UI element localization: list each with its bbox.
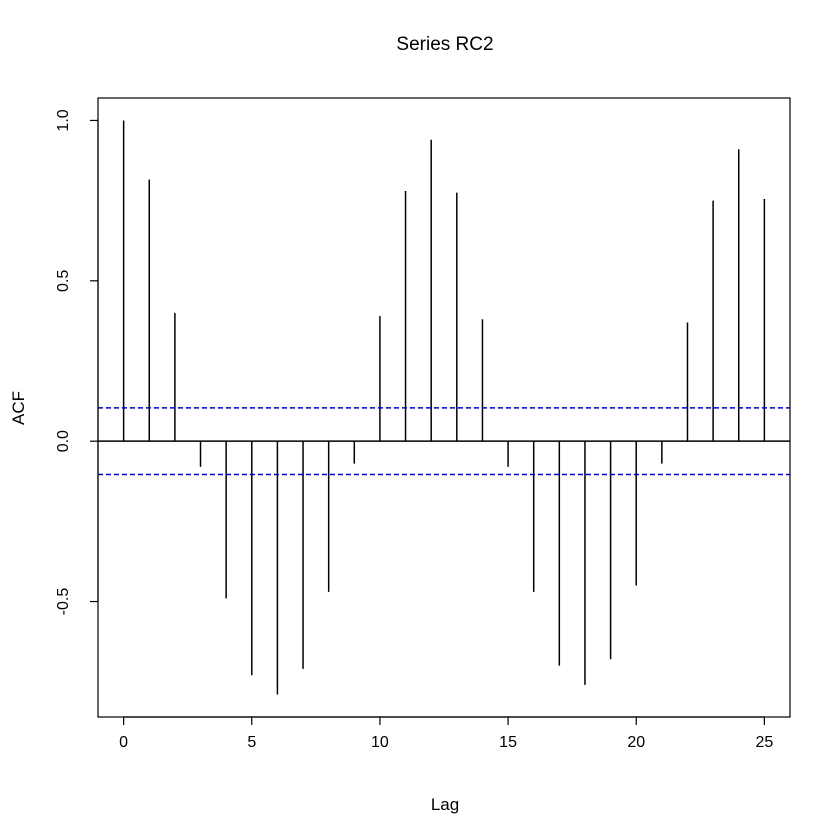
x-tick-label: 15: [499, 734, 517, 751]
chart-title: Series RC2: [396, 34, 493, 55]
y-tick-label: -0.5: [55, 588, 72, 616]
x-tick-label: 0: [119, 734, 128, 751]
x-axis: 0 5 10 15 20 25: [119, 716, 773, 751]
y-axis-label: ACF: [9, 391, 28, 425]
y-tick-label: 0.5: [55, 270, 72, 292]
y-tick-label: 0.0: [55, 430, 72, 452]
y-axis: -0.5 0.0 0.5 1.0: [55, 109, 99, 616]
reference-lines: [98, 407, 790, 476]
x-tick-label: 25: [755, 734, 773, 751]
x-tick-label: 10: [371, 734, 389, 751]
x-axis-label: Lag: [431, 795, 459, 814]
x-tick-label: 20: [627, 734, 645, 751]
y-tick-label: 1.0: [55, 109, 72, 131]
acf-spikes: [122, 120, 766, 695]
x-tick-label: 5: [247, 734, 256, 751]
